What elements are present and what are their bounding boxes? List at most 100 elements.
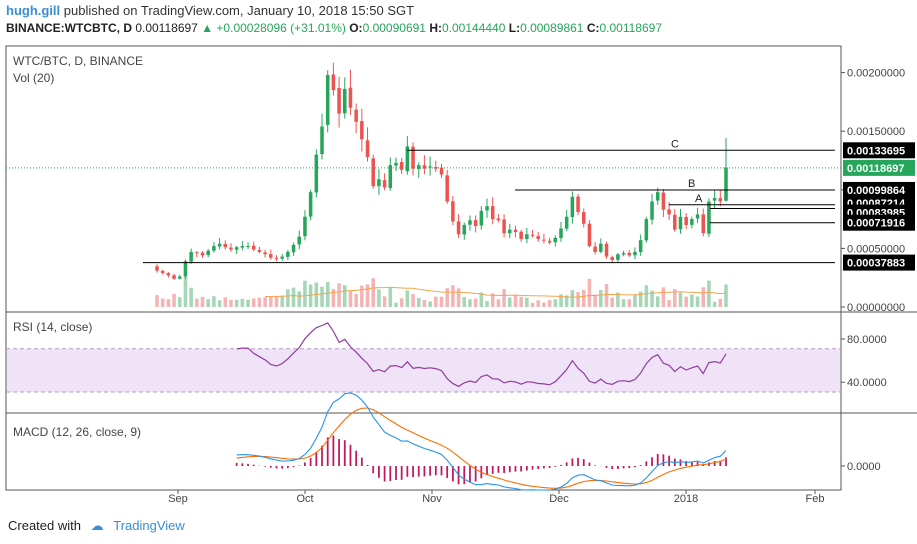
volume-bar <box>576 292 580 307</box>
macd-line <box>236 392 727 491</box>
rsi-line <box>236 322 727 388</box>
open-label: O: <box>349 21 363 35</box>
candle-body <box>650 201 654 220</box>
symbol-name: BINANCE:WTCBTC, D <box>6 21 132 35</box>
candle-body <box>348 87 353 108</box>
candle-body <box>371 158 375 187</box>
open-value: 0.00090691 <box>362 21 426 35</box>
volume-bar <box>479 292 484 307</box>
volume-bar <box>223 297 228 307</box>
volume-bar <box>473 298 478 307</box>
candle-body <box>610 257 614 261</box>
volume-bar <box>308 284 313 307</box>
volume-bar <box>416 297 421 307</box>
volume-bar <box>263 297 267 307</box>
author-link[interactable]: hugh.gill <box>6 3 61 18</box>
candle-body <box>513 229 518 232</box>
candle-body <box>280 256 284 259</box>
volume-bar <box>325 282 330 307</box>
candle-body <box>530 234 535 236</box>
volume-bar <box>371 278 375 307</box>
volume-bar <box>206 299 210 307</box>
candle-body <box>644 219 649 241</box>
volume-bar <box>695 296 700 307</box>
volume-bar <box>172 293 176 307</box>
price-tag-label: 0.00071916 <box>847 218 905 230</box>
candle-body <box>240 246 245 248</box>
volume-bar <box>343 285 347 307</box>
volume-bar <box>604 284 609 307</box>
level-lines: C BA <box>6 138 841 264</box>
volume-bar <box>712 301 717 307</box>
volume-bar <box>439 296 444 307</box>
volume-bar <box>530 302 535 307</box>
rsi-pane-title: RSI (14, close) <box>13 320 92 334</box>
candle-body <box>200 252 205 256</box>
candle-body <box>559 228 563 239</box>
rsi-tick-label: 40.0000 <box>847 377 887 389</box>
candle-body <box>291 244 296 253</box>
volume-bar <box>633 294 637 307</box>
created-with-text: Created with <box>8 518 81 533</box>
price-tag-label: 0.00037883 <box>847 258 905 270</box>
candle-body <box>314 154 319 193</box>
candle-body <box>382 180 387 188</box>
candle-body <box>604 243 609 257</box>
x-tick-label: Sep <box>168 493 188 505</box>
candle-body <box>286 251 290 257</box>
candle-body <box>360 121 364 140</box>
volume-bar <box>547 300 552 307</box>
close-value: 0.00118697 <box>599 21 662 35</box>
x-tick-label: Oct <box>296 493 313 505</box>
candle-body <box>724 167 728 201</box>
volume-bar <box>360 285 364 307</box>
candle-body <box>519 231 523 240</box>
candle-body <box>667 209 671 215</box>
tradingview-link[interactable]: TradingView <box>113 518 185 533</box>
level-label: C <box>671 138 679 150</box>
volume-bar <box>229 299 233 307</box>
candle-body <box>485 206 489 211</box>
y-tick-label: 0.00150000 <box>847 126 905 138</box>
volume-bar <box>291 287 296 307</box>
candle-body <box>439 167 444 175</box>
volume-bar <box>667 300 671 307</box>
chart-border <box>5 45 842 491</box>
candle-body <box>212 246 216 251</box>
candle-body <box>195 252 199 254</box>
candle-body <box>234 247 239 250</box>
candle-body <box>405 146 410 172</box>
candle-body <box>377 179 381 187</box>
candle-body <box>473 219 478 227</box>
x-tick-label: 2018 <box>674 493 698 505</box>
candle-body <box>189 251 193 262</box>
candle-body <box>263 252 267 255</box>
candle-body <box>570 196 575 218</box>
candle-body <box>297 236 302 245</box>
candle-body <box>428 166 432 168</box>
candle-body <box>599 243 603 252</box>
volume-bar <box>587 278 592 307</box>
volume-bar <box>638 291 643 307</box>
price-tag <box>843 214 915 231</box>
candle-body <box>223 244 228 248</box>
volume-bar <box>451 285 455 307</box>
volume-bar <box>508 297 512 307</box>
volume-bar <box>399 298 404 307</box>
volume-bar <box>456 288 461 307</box>
volume-bar <box>280 295 284 307</box>
volume-bar <box>354 294 358 307</box>
volume-bar <box>274 295 279 307</box>
candle-body <box>462 224 467 235</box>
volume-bar <box>382 296 387 307</box>
price-tag-label: 0.00099864 <box>847 185 906 197</box>
candle-body <box>166 273 171 276</box>
macd-signal-line <box>236 407 727 489</box>
candle-body <box>508 229 512 234</box>
volume-bar <box>724 284 728 307</box>
high-label: H: <box>429 21 442 35</box>
candle-body <box>354 109 358 122</box>
candle-body <box>274 257 279 259</box>
candle-body <box>593 246 597 252</box>
